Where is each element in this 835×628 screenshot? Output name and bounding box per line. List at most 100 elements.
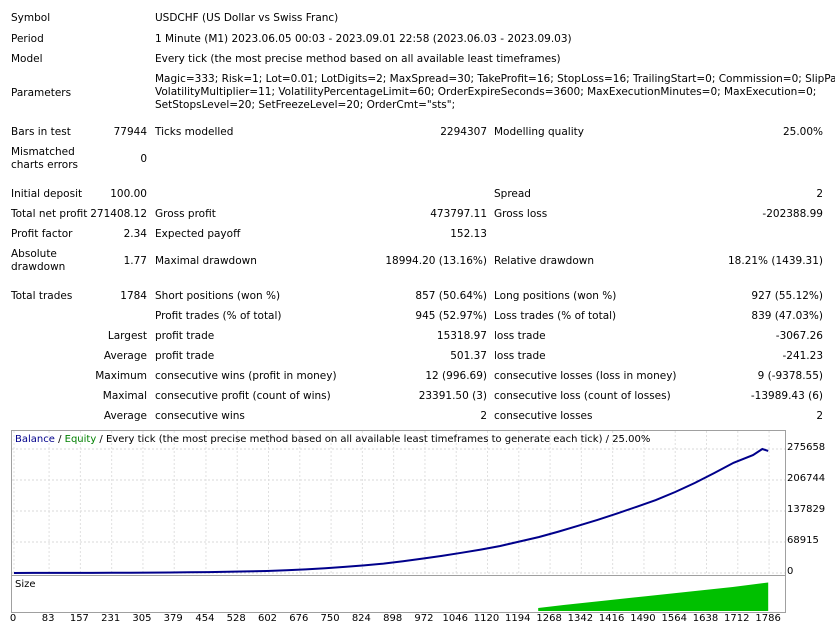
expected-payoff-value: 152.13	[450, 228, 487, 240]
x-tick-label: 1490	[630, 613, 656, 624]
chart-title-equity: Equity	[64, 434, 97, 445]
size-plot	[538, 582, 769, 611]
row-deposit: Initial deposit 100.00 Spread 2	[0, 188, 835, 208]
gross-loss-label: Gross loss	[494, 208, 548, 220]
period-value: 1 Minute (M1) 2023.06.05 00:03 - 2023.09…	[155, 33, 572, 45]
max-cons-losses-value: 9 (-9378.55)	[757, 370, 823, 382]
y-tick-label: 206744	[787, 472, 826, 484]
x-tick-label: 231	[101, 613, 121, 624]
profit-factor-label: Profit factor	[11, 228, 73, 240]
avg-cons-wins-value: 2	[480, 410, 487, 422]
net-profit-label: Total net profit	[11, 208, 88, 220]
chart-title-balance: Balance	[15, 434, 55, 445]
spread-label: Spread	[494, 188, 531, 200]
bars-value: 77944	[113, 126, 147, 138]
largest-profit-label: profit trade	[155, 330, 215, 342]
ticks-value: 2294307	[440, 126, 487, 138]
max-cons-wins-label: consecutive wins (profit in money)	[155, 370, 337, 382]
x-tick-label: 1046	[442, 613, 468, 624]
chart-title-rest: / Every tick (the most precise method ba…	[96, 434, 651, 445]
max-drawdown-label: Maximal drawdown	[155, 255, 257, 267]
ticks-label: Ticks modelled	[155, 126, 234, 138]
parameters-line-3: SetStopsLevel=20; SetFreezeLevel=20; Ord…	[155, 99, 456, 111]
average-label: Average	[103, 350, 147, 362]
x-tick-label: 454	[195, 613, 215, 624]
average-loss-label: loss trade	[494, 350, 546, 362]
loss-trades-value: 839 (47.03%)	[751, 310, 823, 322]
size-area	[538, 582, 769, 611]
row-symbol: Symbol USDCHF (US Dollar vs Swiss Franc)	[0, 12, 835, 32]
net-profit-value: 271408.12	[90, 208, 147, 220]
bars-label: Bars in test	[11, 126, 71, 138]
profit-factor-value: 2.34	[123, 228, 147, 240]
y-tick-label: 275658	[787, 442, 826, 453]
x-tick-label: 1638	[692, 613, 719, 624]
largest-label: Largest	[107, 330, 147, 342]
abs-drawdown-label: Absolute drawdown	[11, 248, 66, 273]
row-mismatched: Mismatched charts errors 0	[0, 146, 835, 176]
profit-trades-label: Profit trades (% of total)	[155, 310, 282, 322]
y-tick-label: 0	[787, 566, 794, 577]
symbol-value: USDCHF (US Dollar vs Swiss Franc)	[155, 12, 339, 24]
maximum-label: Maximum	[95, 370, 147, 382]
mismatched-label: Mismatched charts errors	[11, 146, 78, 171]
loss-trades-label: Loss trades (% of total)	[494, 310, 617, 322]
x-tick-label: 1268	[536, 613, 562, 624]
x-tick-label: 1786	[755, 613, 781, 624]
gross-profit-label: Gross profit	[155, 208, 216, 220]
chart-title: Balance / Equity / Every tick (the most …	[15, 434, 650, 445]
model-label: Model	[11, 53, 43, 65]
row-period: Period 1 Minute (M1) 2023.06.05 00:03 - …	[0, 33, 835, 53]
row-maximal: Maximal consecutive profit (count of win…	[0, 390, 835, 410]
parameters-label: Parameters	[11, 87, 72, 99]
size-label: Size	[15, 579, 36, 590]
x-tick-label: 1712	[724, 613, 750, 624]
rel-drawdown-value: 18.21% (1439.31)	[728, 255, 823, 267]
total-trades-value: 1784	[120, 290, 147, 302]
symbol-label: Symbol	[11, 12, 51, 24]
deposit-label: Initial deposit	[11, 188, 83, 200]
x-tick-label: 1342	[567, 613, 594, 624]
average2-label: Average	[103, 410, 147, 422]
maximal-label: Maximal	[102, 390, 147, 402]
deposit-value: 100.00	[110, 188, 147, 200]
gross-loss-value: -202388.99	[762, 208, 823, 220]
model-value: Every tick (the most precise method base…	[155, 53, 561, 65]
balance-chart-plot	[12, 431, 785, 574]
quality-value: 25.00%	[782, 126, 823, 138]
x-tick-label: 898	[383, 613, 403, 624]
maximal-loss-value: -13989.43 (6)	[750, 390, 823, 402]
long-positions-value: 927 (55.12%)	[751, 290, 823, 302]
chart-title-sep: /	[54, 434, 65, 445]
average-loss-value: -241.23	[782, 350, 823, 362]
row-average-consecutive: Average consecutive wins 2 consecutive l…	[0, 410, 835, 430]
row-model: Model Every tick (the most precise metho…	[0, 53, 835, 73]
max-cons-losses-label: consecutive losses (loss in money)	[494, 370, 677, 382]
row-total-trades: Total trades 1784 Short positions (won %…	[0, 290, 835, 310]
size-panel: Size	[11, 575, 786, 613]
x-tick-label: 602	[257, 613, 278, 624]
average-profit-value: 501.37	[450, 350, 487, 362]
largest-loss-label: loss trade	[494, 330, 546, 342]
x-tick-label: 379	[163, 613, 183, 624]
row-average: Average profit trade 501.37 loss trade -…	[0, 350, 835, 370]
row-largest: Largest profit trade 15318.97 loss trade…	[0, 330, 835, 350]
avg-cons-losses-label: consecutive losses	[494, 410, 593, 422]
x-tick-label: 1416	[598, 613, 625, 624]
total-trades-label: Total trades	[11, 290, 73, 302]
x-tick-label: 824	[351, 613, 371, 624]
row-parameters: Parameters Magic=333; Risk=1; Lot=0.01; …	[0, 73, 835, 113]
y-tick-label: 68915	[787, 534, 819, 546]
maximal-loss-label: consecutive loss (count of losses)	[494, 390, 671, 402]
spread-value: 2	[816, 188, 823, 200]
avg-cons-wins-label: consecutive wins	[155, 410, 245, 422]
largest-profit-value: 15318.97	[436, 330, 487, 342]
quality-label: Modelling quality	[494, 126, 584, 138]
x-tick-label: 1120	[473, 613, 500, 624]
maximal-profit-value: 23391.50 (3)	[418, 390, 487, 402]
x-tick-label: 528	[226, 613, 246, 624]
largest-loss-value: -3067.26	[775, 330, 823, 342]
average-profit-label: profit trade	[155, 350, 215, 362]
short-positions-value: 857 (50.64%)	[415, 290, 487, 302]
row-profit-trades: Profit trades (% of total) 945 (52.97%) …	[0, 310, 835, 330]
